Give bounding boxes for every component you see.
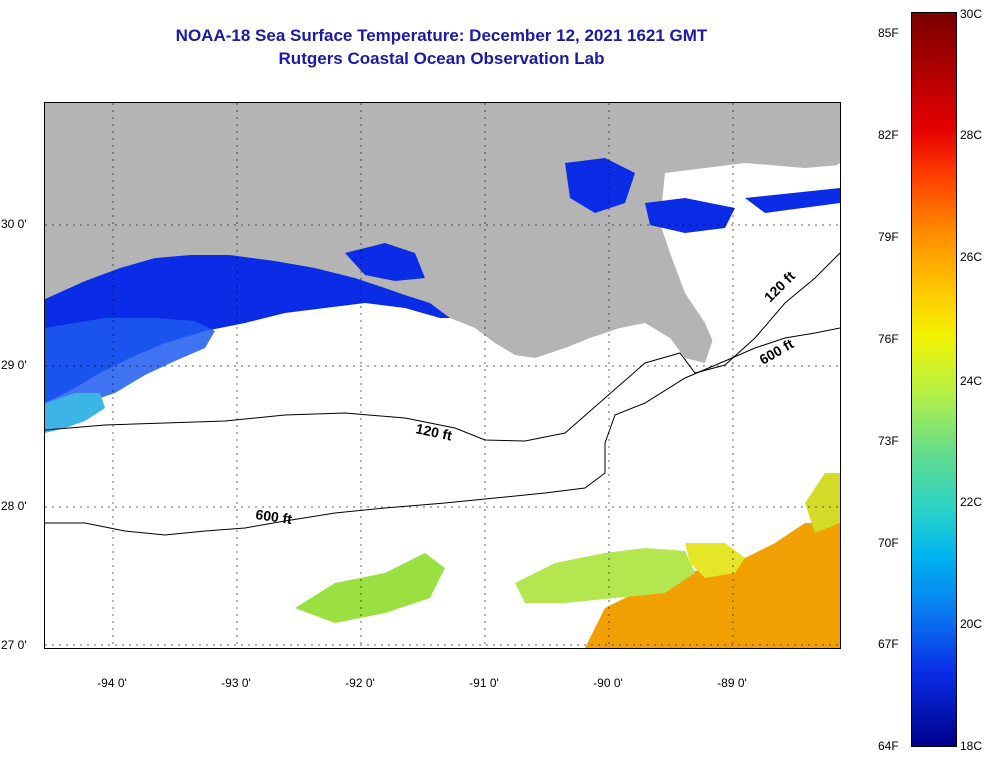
- lat-label: 30 0': [1, 217, 27, 231]
- colorbar-c-label: 30C: [960, 7, 983, 21]
- bay-1: [345, 243, 425, 281]
- lon-label: -91 0': [469, 676, 499, 690]
- mid-water-patch-3: [685, 543, 745, 578]
- bay-2: [565, 158, 635, 213]
- mid-water-patch-2: [515, 548, 695, 603]
- lon-label: -93 0': [221, 676, 251, 690]
- lat-label: 28 0': [1, 499, 27, 513]
- contour-label-600ft-east: 600 ft: [757, 335, 797, 367]
- colorbar-c-label: 28C: [960, 128, 983, 142]
- mid-water-patch-1: [295, 553, 445, 623]
- bay-3: [645, 198, 735, 233]
- colorbar-f-label: 85F: [878, 26, 899, 40]
- sst-map: 120 ft 600 ft 120 ft 600 ft: [44, 102, 841, 649]
- lon-label: -90 0': [593, 676, 623, 690]
- contour-label-120ft-west: 120 ft: [414, 420, 453, 443]
- lon-label: -89 0': [717, 676, 747, 690]
- colorbar-f-label: 76F: [878, 332, 899, 346]
- colorbar-f-label: 73F: [878, 434, 899, 448]
- contour-600ft: [45, 327, 840, 536]
- map-title: NOAA-18 Sea Surface Temperature: Decembe…: [175, 26, 708, 45]
- mid-water-patch-east: [805, 473, 840, 533]
- colorbar-f-label: 82F: [878, 128, 899, 142]
- contour-120ft: [45, 252, 840, 442]
- lon-label: -94 0': [97, 676, 127, 690]
- colorbar-c-label: 24C: [960, 374, 983, 388]
- cool-water-patch: [45, 393, 105, 433]
- lat-label: 29 0': [1, 358, 27, 372]
- colorbar-c-label: 18C: [960, 739, 983, 753]
- lon-label: -92 0': [345, 676, 375, 690]
- colorbar-c-label: 20C: [960, 617, 983, 631]
- contour-label-600ft-west: 600 ft: [255, 506, 294, 527]
- colorbar-f-label: 79F: [878, 230, 899, 244]
- colorbar-c-label: 22C: [960, 495, 983, 509]
- cold-water-band: [45, 255, 450, 403]
- lat-label: 27 0': [1, 638, 27, 652]
- colorbar-f-label: 64F: [878, 739, 899, 753]
- colorbar-f-label: 70F: [878, 536, 899, 550]
- colorbar-f-label: 67F: [878, 637, 899, 651]
- land-mass: [45, 103, 840, 363]
- bay-4: [745, 188, 840, 213]
- temperature-colorbar: [911, 12, 957, 747]
- colorbar-c-label: 26C: [960, 250, 983, 264]
- map-subtitle: Rutgers Coastal Ocean Observation Lab: [278, 49, 605, 68]
